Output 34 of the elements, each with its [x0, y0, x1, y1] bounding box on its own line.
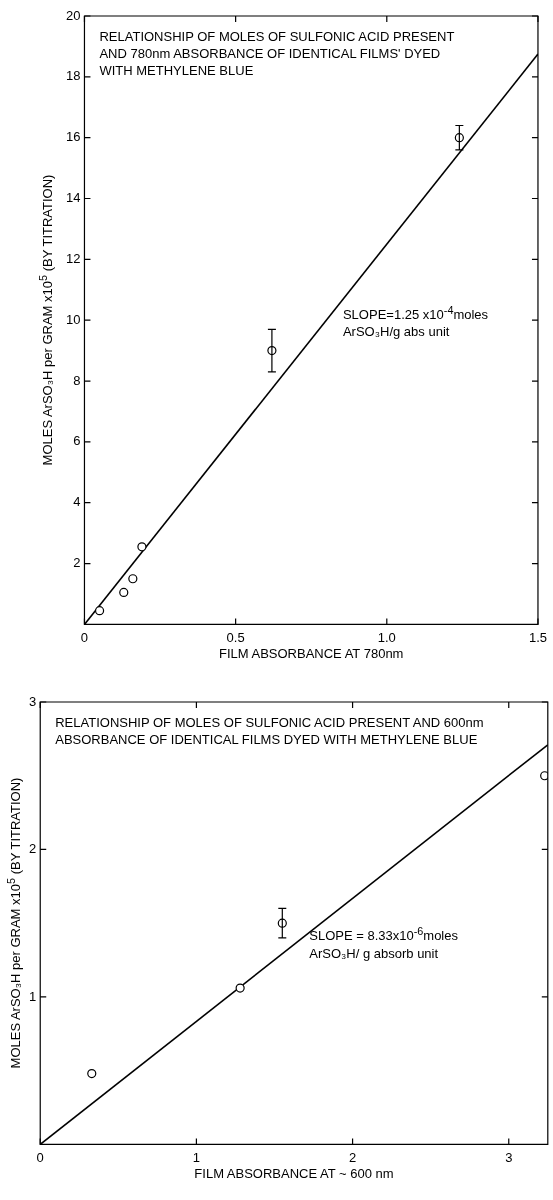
- point: [94, 606, 105, 616]
- point: [119, 587, 129, 598]
- x-axis-title: FILM ABSORBANCE AT ~ 600 nm: [194, 1166, 394, 1182]
- x-tick-label: 0.5: [226, 629, 245, 645]
- y-tick-label: 3: [29, 693, 37, 709]
- x-tick-label: 0: [36, 1149, 44, 1165]
- point: [87, 1069, 97, 1079]
- point: [128, 574, 138, 584]
- y-tick-label: 14: [65, 190, 81, 206]
- x-tick-label: 3: [505, 1149, 513, 1165]
- x-tick-label: 1.5: [528, 629, 547, 645]
- text: RELATIONSHIP OF MOLES OF SULFONIC ACID PRESENT AND 780nm ABSORBANCE OF IDENTICAL FILMS' DYED WITH METHYLENE BLUE: [99, 28, 455, 79]
- y-tick-label: 1: [29, 988, 37, 1004]
- point: [540, 771, 548, 781]
- text: RELATIONSHIP OF MOLES OF SULFONIC ACID PRESENT AND 600nm ABSORBANCE OF IDENTICAL FILMS DYED WITH METHYLENE BLUE: [55, 714, 485, 748]
- x-tick-label: 1.0: [377, 629, 396, 645]
- y-tick-label: 6: [73, 433, 81, 449]
- y-tick-label: 12: [65, 250, 81, 266]
- y-tick-label: 20: [65, 7, 81, 23]
- y-tick-label: 8: [73, 372, 81, 388]
- y-tick-label: 4: [73, 494, 81, 510]
- x-tick-label: 1: [192, 1149, 201, 1165]
- point: [137, 542, 147, 552]
- annotation: SLOPE=1.25 x10$^{-4}$moles ArSO₃H/g abs unit: [342, 302, 490, 341]
- point: [235, 983, 245, 993]
- y-tick-label: 18: [65, 68, 81, 84]
- y-tick-label: 10: [65, 311, 81, 327]
- x-tick-label: 2: [348, 1149, 357, 1165]
- y-tick-label: 16: [65, 129, 81, 145]
- y-tick-label: 2: [29, 841, 37, 857]
- x-axis-title: FILM ABSORBANCE AT 780nm: [218, 646, 404, 662]
- annotation: SLOPE = 8.33x10$^{-6}$moles ArSO₃H/ g absorb unit: [309, 924, 459, 962]
- x-tick-label: 0: [80, 629, 89, 645]
- y-tick-label: 2: [73, 555, 81, 571]
